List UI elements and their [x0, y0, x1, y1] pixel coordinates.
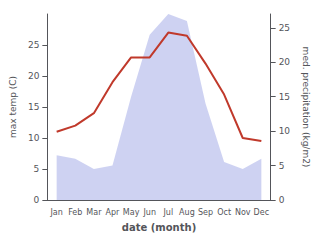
svg-text:15: 15	[28, 102, 39, 112]
svg-text:Jan: Jan	[49, 208, 62, 217]
svg-text:10: 10	[279, 126, 291, 136]
svg-text:date (month): date (month)	[122, 222, 196, 233]
svg-text:Oct: Oct	[217, 208, 231, 217]
svg-text:Sep: Sep	[198, 208, 213, 217]
svg-text:Aug: Aug	[179, 208, 195, 217]
svg-text:Nov: Nov	[235, 208, 251, 217]
svg-text:Feb: Feb	[68, 208, 82, 217]
svg-text:May: May	[123, 208, 140, 217]
svg-text:Apr: Apr	[106, 208, 121, 217]
svg-text:Mar: Mar	[86, 208, 102, 217]
svg-text:Jun: Jun	[142, 208, 156, 217]
svg-text:25: 25	[279, 23, 290, 33]
svg-text:5: 5	[279, 161, 285, 171]
svg-text:15: 15	[279, 92, 290, 102]
svg-text:20: 20	[28, 71, 40, 81]
svg-text:max temp (C): max temp (C)	[8, 76, 18, 138]
svg-text:10: 10	[28, 133, 40, 143]
svg-text:20: 20	[279, 57, 291, 67]
svg-text:25: 25	[28, 40, 39, 50]
svg-text:0: 0	[279, 195, 285, 205]
svg-text:Jul: Jul	[162, 208, 173, 217]
svg-text:0: 0	[34, 195, 40, 205]
svg-text:med. precipitation (kg/m2): med. precipitation (kg/m2)	[301, 47, 311, 168]
svg-text:Dec: Dec	[254, 208, 269, 217]
svg-text:5: 5	[34, 164, 40, 174]
